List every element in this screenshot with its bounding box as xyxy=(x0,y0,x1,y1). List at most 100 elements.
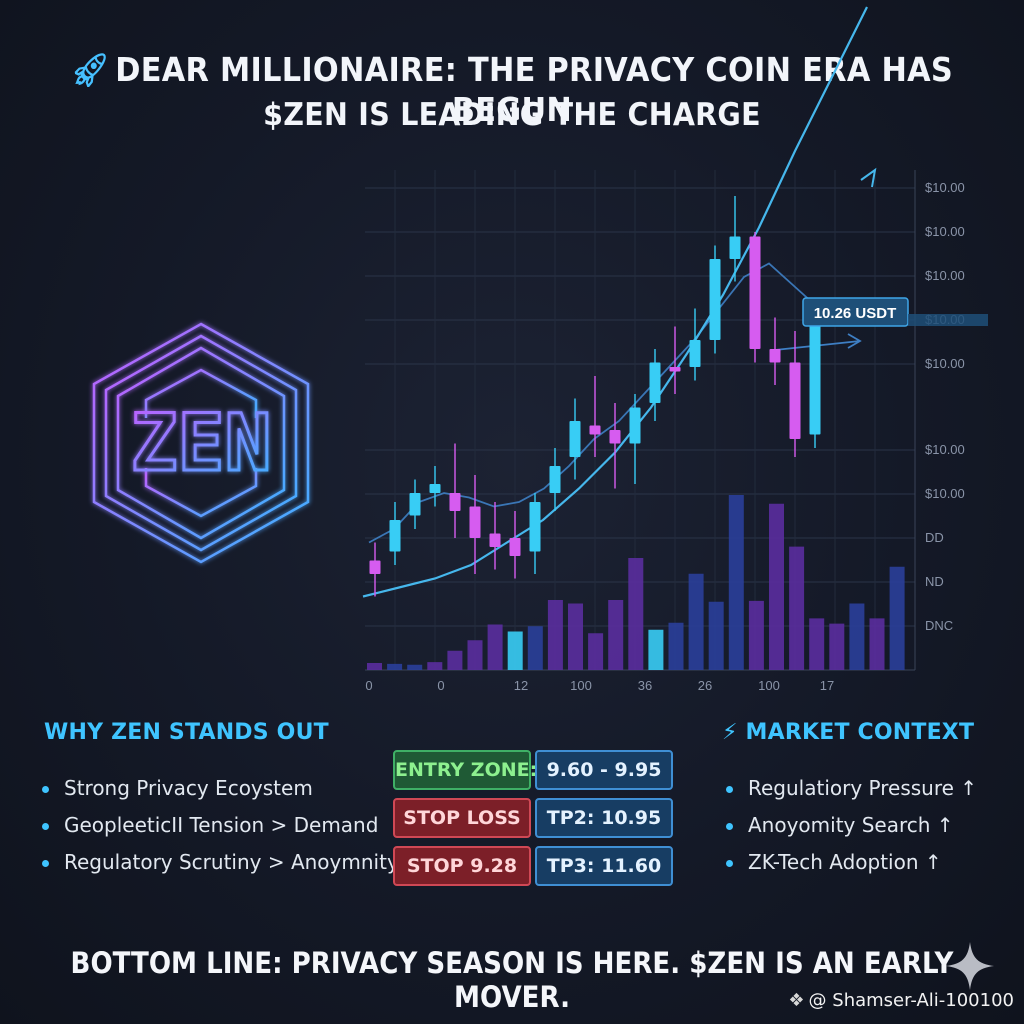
candle-body xyxy=(669,367,681,372)
price-chart: $10.00$10.00$10.00$10.00$10.00$10.00$10.… xyxy=(362,6,988,693)
candle-body xyxy=(769,349,781,363)
candle-body xyxy=(729,236,741,259)
headline-line-1: 🚀︎ DEAR MILLIONAIRE: THE PRIVACY COIN ERA… xyxy=(41,50,983,129)
list-item: Anoyomity Search ↑ xyxy=(726,807,977,844)
candle-body xyxy=(649,362,661,403)
volume-bar xyxy=(668,622,684,670)
headline-line-2: $ZEN IS LEADING THE CHARGE xyxy=(263,97,761,133)
y-tick-label: DNC xyxy=(925,618,953,633)
tp3-value: TP3: 11.60 xyxy=(535,846,673,886)
volume-bar xyxy=(467,640,483,670)
volume-bar xyxy=(387,663,403,670)
candle-body xyxy=(589,425,601,435)
volume-bar xyxy=(889,566,905,670)
candle-body xyxy=(629,407,641,444)
lightning-icon: ⚡︎ xyxy=(722,720,738,745)
x-tick-label: 26 xyxy=(698,678,712,693)
volume-bar xyxy=(527,626,543,670)
candle-body xyxy=(369,560,381,574)
volume-bar xyxy=(769,503,784,670)
ma-arrow-head xyxy=(847,333,862,349)
volume-bar xyxy=(588,633,604,670)
volume-bar xyxy=(648,629,664,670)
candle-body xyxy=(569,421,581,457)
stop-loss-label: STOP LOSS xyxy=(393,798,531,838)
logo-text: ZEN xyxy=(131,399,272,489)
candle-body xyxy=(509,538,521,556)
volume-bar xyxy=(789,546,805,670)
y-tick-label: $10.00 xyxy=(925,442,965,457)
watermark: ❖ @ Shamser-Ali-100100 xyxy=(788,990,1014,1011)
x-tick-label: 0 xyxy=(437,678,444,693)
y-axis-ticks: $10.00$10.00$10.00$10.00$10.00$10.00$10.… xyxy=(925,180,965,633)
y-tick-label: $10.00 xyxy=(925,180,965,195)
bottom-line: BOTTOM LINE: PRIVACY SEASON IS HERE. $ZE… xyxy=(70,946,954,1014)
volume-bar xyxy=(748,600,764,670)
candle-body xyxy=(749,236,761,349)
candle-body xyxy=(609,430,621,444)
candle-body xyxy=(549,466,561,493)
candlesticks xyxy=(369,196,821,597)
x-axis-ticks: 0 0 12 100 36 26 100 17 xyxy=(365,678,834,693)
candle-body xyxy=(469,506,481,538)
volume-bars xyxy=(367,495,905,670)
price-tag-text: 10.26 USDT xyxy=(814,305,897,322)
y-tick-label: $10.00 xyxy=(925,486,965,501)
candle-body xyxy=(709,259,721,340)
x-tick-label: 12 xyxy=(514,678,528,693)
sparkle-icon xyxy=(946,942,994,990)
trend-arrow-head xyxy=(860,167,877,188)
x-tick-label: 100 xyxy=(758,678,780,693)
candle-body xyxy=(389,520,401,552)
market-context-title: ⚡︎ MARKET CONTEXT xyxy=(722,720,974,745)
y-tick-label: $10.00 xyxy=(925,224,965,239)
price-tag: 10.26 USDT xyxy=(802,297,988,327)
volume-bar xyxy=(688,573,704,670)
headline-text-1: DEAR MILLIONAIRE: THE PRIVACY COIN ERA H… xyxy=(115,50,954,129)
volume-bar xyxy=(608,600,624,670)
market-context-title-text: MARKET CONTEXT xyxy=(745,720,975,745)
volume-bar xyxy=(849,603,865,670)
diamond-icon: ❖ xyxy=(788,990,805,1011)
y-tick-label: DD xyxy=(925,530,944,545)
volume-bar xyxy=(367,663,382,670)
list-item: ZK-Tech Adoption ↑ xyxy=(726,844,977,881)
moving-average-line xyxy=(368,262,820,544)
volume-bar xyxy=(708,601,724,670)
x-tick-label: 17 xyxy=(820,678,834,693)
volume-bar xyxy=(568,603,583,670)
y-tick-label: $10.00 xyxy=(925,268,965,283)
candle-body xyxy=(689,340,701,367)
watermark-text: @ Shamser-Ali-100100 xyxy=(808,990,1014,1011)
x-tick-label: 100 xyxy=(570,678,592,693)
x-tick-label: 36 xyxy=(638,678,652,693)
list-item: GeopleeticII Tension > Demand xyxy=(42,807,399,844)
list-item: Strong Privacy Ecoystem xyxy=(42,770,399,807)
y-tick-label: ND xyxy=(925,574,944,589)
list-item: Regulatory Scrutiny > Anoymnity xyxy=(42,844,399,881)
candle-body xyxy=(429,484,441,493)
volume-bar xyxy=(869,618,885,670)
candle-body xyxy=(409,493,421,516)
y-tick-label: $10.00 xyxy=(925,356,965,371)
candle-body xyxy=(529,502,541,552)
volume-bar xyxy=(547,600,563,670)
why-zen-title: WHY ZEN STANDS OUT xyxy=(44,720,329,745)
zen-logo: ZEN xyxy=(92,322,310,564)
list-item: Regulatiory Pressure ↑ xyxy=(726,770,977,807)
volume-bar xyxy=(447,650,463,670)
entry-zone-value: 9.60 - 9.95 xyxy=(535,750,673,790)
volume-bar xyxy=(628,558,644,670)
market-context-list: Regulatiory Pressure ↑ Anoyomity Search … xyxy=(726,770,977,881)
volume-bar xyxy=(427,662,443,670)
volume-bar xyxy=(829,623,845,670)
why-zen-list: Strong Privacy Ecoystem GeopleeticII Ten… xyxy=(42,770,399,881)
volume-bar xyxy=(728,495,744,670)
entry-zone-label: ENTRY ZONE: xyxy=(393,750,537,790)
tp2-value: TP2: 10.95 xyxy=(535,798,673,838)
volume-bar xyxy=(507,631,523,670)
candle-body xyxy=(449,493,461,511)
rocket-icon: 🚀︎ xyxy=(70,50,110,89)
x-tick-label: 0 xyxy=(365,678,372,693)
volume-bar xyxy=(487,624,503,670)
